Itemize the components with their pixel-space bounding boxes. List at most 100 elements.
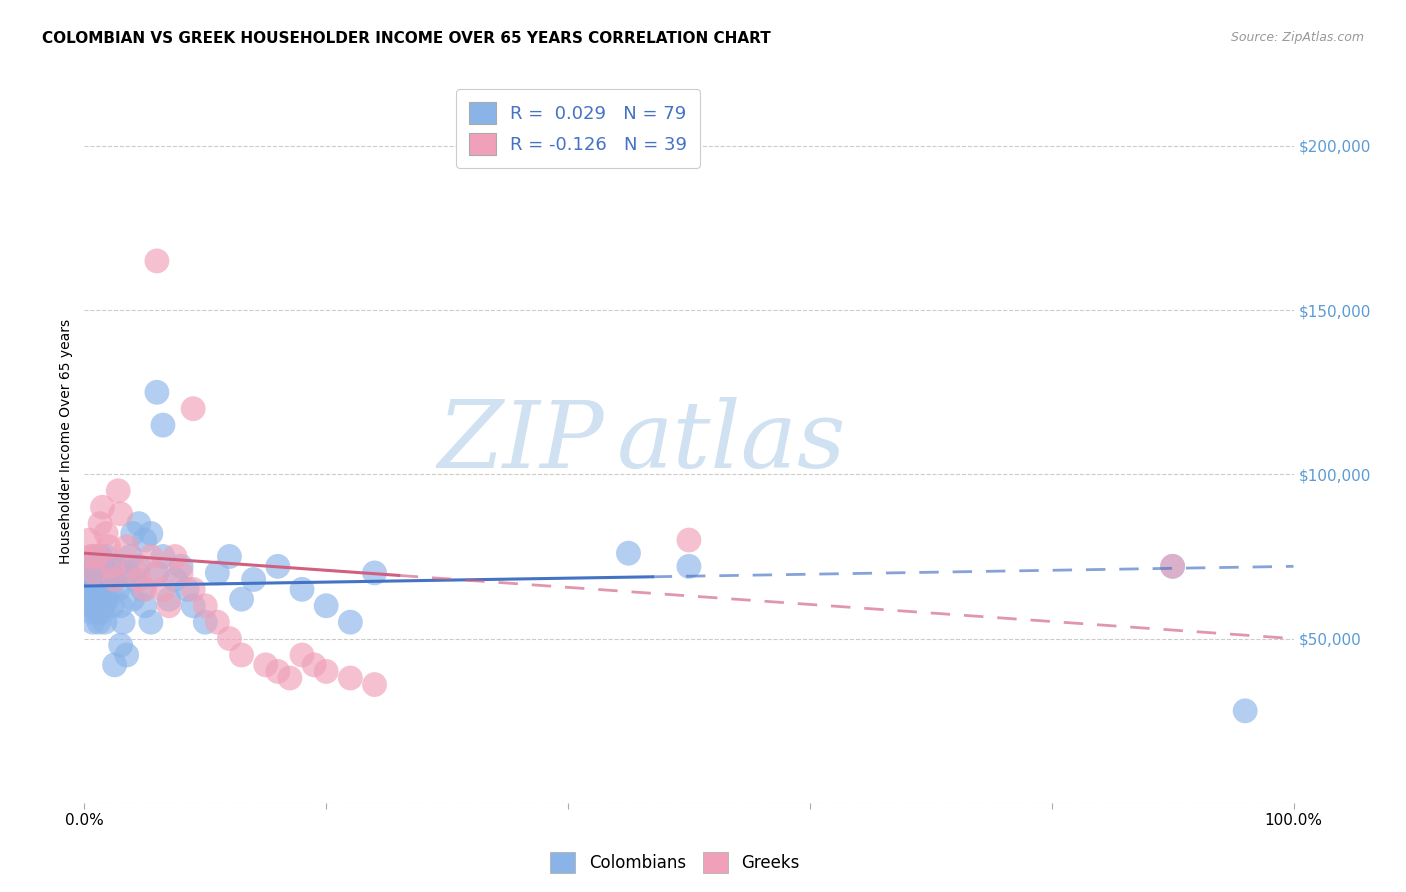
Point <box>84 592 107 607</box>
Point <box>83 573 105 587</box>
Point <box>121 592 143 607</box>
Point <box>181 401 204 416</box>
Point <box>97 573 120 587</box>
Point <box>86 582 108 597</box>
Point <box>146 566 169 580</box>
Point <box>128 573 150 587</box>
Point <box>128 559 150 574</box>
Point <box>90 573 112 587</box>
Point <box>165 573 187 587</box>
Point <box>79 566 101 580</box>
Point <box>90 605 112 619</box>
Text: COLOMBIAN VS GREEK HOUSEHOLDER INCOME OVER 65 YEARS CORRELATION CHART: COLOMBIAN VS GREEK HOUSEHOLDER INCOME OV… <box>42 31 770 46</box>
Point <box>134 582 156 597</box>
Point <box>181 582 204 597</box>
Point <box>80 592 103 607</box>
Point <box>194 615 217 630</box>
Point <box>91 582 114 597</box>
Point <box>291 648 314 662</box>
Point <box>104 559 127 574</box>
Point <box>93 566 115 580</box>
Point <box>139 526 162 541</box>
Legend: Colombians, Greeks: Colombians, Greeks <box>544 846 806 880</box>
Point <box>79 549 101 564</box>
Point <box>254 657 277 672</box>
Point <box>86 549 108 564</box>
Legend: R =  0.029   N = 79, R = -0.126   N = 39: R = 0.029 N = 79, R = -0.126 N = 39 <box>456 89 700 168</box>
Point <box>131 582 153 597</box>
Point <box>94 615 117 630</box>
Point <box>104 657 127 672</box>
Point <box>101 599 124 613</box>
Point <box>207 615 229 630</box>
Point <box>218 549 240 564</box>
Point <box>134 599 156 613</box>
Point <box>267 665 290 679</box>
Point <box>146 566 169 580</box>
Point <box>89 592 111 607</box>
Point <box>218 632 240 646</box>
Point <box>77 559 100 574</box>
Point <box>1161 559 1184 574</box>
Point <box>146 385 169 400</box>
Point <box>134 533 156 547</box>
Point <box>231 592 253 607</box>
Point <box>98 559 121 574</box>
Point <box>363 677 385 691</box>
Point <box>207 566 229 580</box>
Point <box>110 599 132 613</box>
Point <box>110 507 132 521</box>
Point <box>678 533 700 547</box>
Point <box>181 599 204 613</box>
Point <box>82 615 104 630</box>
Point <box>139 549 162 564</box>
Point <box>170 559 193 574</box>
Point <box>87 566 110 580</box>
Point <box>291 582 314 597</box>
Point <box>93 599 115 613</box>
Point <box>83 559 105 574</box>
Text: Source: ZipAtlas.com: Source: ZipAtlas.com <box>1230 31 1364 45</box>
Point <box>617 546 640 560</box>
Point <box>339 671 361 685</box>
Point <box>86 599 108 613</box>
Point <box>1234 704 1257 718</box>
Point <box>104 573 127 587</box>
Point <box>152 582 174 597</box>
Point <box>302 657 325 672</box>
Point <box>315 599 337 613</box>
Point <box>83 566 105 580</box>
Point <box>107 483 129 498</box>
Point <box>139 615 162 630</box>
Point <box>83 582 105 597</box>
Point <box>112 615 135 630</box>
Point <box>110 638 132 652</box>
Point <box>267 559 290 574</box>
Point <box>77 573 100 587</box>
Point <box>82 549 104 564</box>
Point <box>339 615 361 630</box>
Point <box>121 526 143 541</box>
Point <box>170 566 193 580</box>
Point <box>165 549 187 564</box>
Point <box>97 540 120 554</box>
Point <box>101 559 124 574</box>
Point <box>363 566 385 580</box>
Point <box>89 549 111 564</box>
Point <box>242 573 264 587</box>
Point <box>115 566 138 580</box>
Point <box>89 516 111 531</box>
Point <box>124 573 146 587</box>
Point <box>96 592 118 607</box>
Point <box>82 599 104 613</box>
Point <box>115 648 138 662</box>
Point <box>77 533 100 547</box>
Point <box>86 559 108 574</box>
Point <box>120 549 142 564</box>
Point <box>104 573 127 587</box>
Point <box>146 253 169 268</box>
Point <box>94 526 117 541</box>
Point <box>157 599 180 613</box>
Point <box>176 582 198 597</box>
Point <box>231 648 253 662</box>
